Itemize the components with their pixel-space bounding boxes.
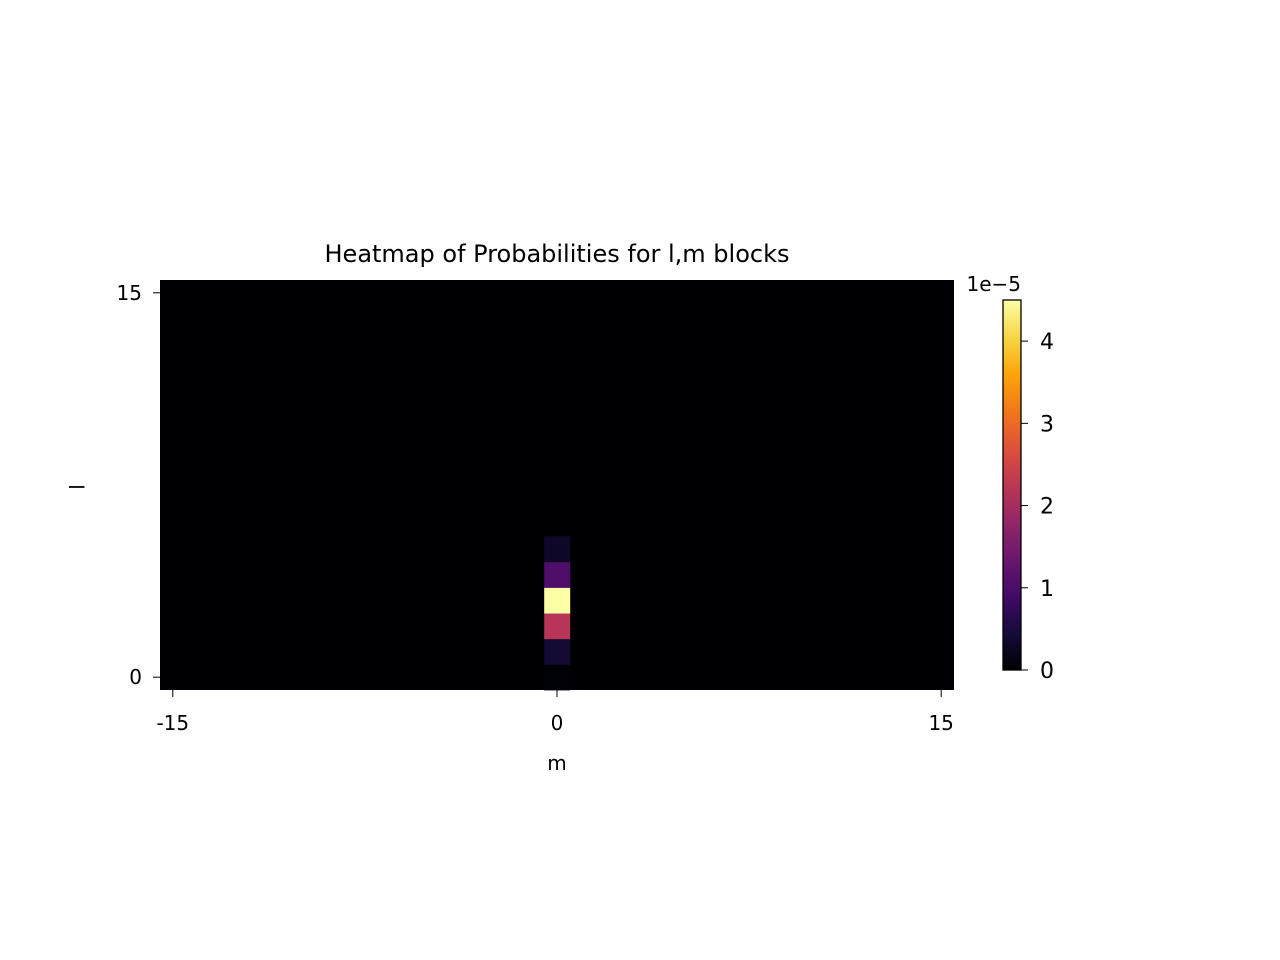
colorbar-ticks: 0 1 2 3 4	[1021, 330, 1054, 684]
x-axis-ticks: -15 0 15	[156, 690, 954, 735]
colorbar-offset-label: 1e−5	[966, 272, 1021, 296]
heatmap-cell	[544, 587, 571, 614]
x-tick-label: 0	[551, 711, 564, 735]
heatmap-cell	[544, 613, 571, 640]
colorbar-gradient	[1002, 299, 1022, 671]
colorbar-tick-label: 0	[1040, 659, 1054, 684]
heatmap-cell	[544, 536, 571, 563]
heatmap-area	[160, 280, 954, 691]
colorbar-tick-label: 4	[1040, 330, 1054, 355]
y-axis-label: l	[66, 484, 90, 490]
colorbar-tick-label: 1	[1040, 577, 1054, 602]
heatmap-cell	[544, 664, 571, 691]
colorbar-tick-label: 3	[1040, 412, 1054, 437]
colorbar: 0 1 2 3 4 1e−5	[966, 272, 1054, 684]
y-axis-ticks: 0 15	[117, 281, 160, 689]
y-tick-label: 0	[129, 665, 142, 689]
y-tick-label: 15	[117, 281, 142, 305]
colorbar-tick-label: 2	[1040, 495, 1054, 520]
x-axis-label: m	[547, 751, 566, 775]
heatmap-cell	[544, 561, 571, 588]
heatmap-cell	[544, 638, 571, 665]
x-tick-label: 15	[928, 711, 953, 735]
chart-title: Heatmap of Probabilities for l,m blocks	[325, 240, 790, 268]
x-tick-label: -15	[156, 711, 189, 735]
